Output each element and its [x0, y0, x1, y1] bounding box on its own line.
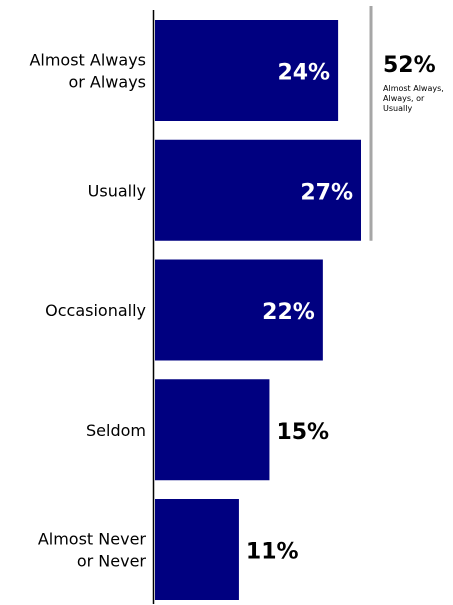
category-label: or Never — [77, 552, 147, 571]
category-label: Almost Never — [38, 530, 147, 549]
bar — [155, 379, 270, 481]
category-label: Seldom — [86, 421, 146, 440]
category-label: Occasionally — [45, 301, 146, 320]
category-label: Almost Always — [29, 51, 146, 70]
bar — [155, 20, 339, 121]
bar-value-label: 15% — [276, 420, 329, 445]
labels-layer: 24% Almost Always or Always 27% Usually 22% Oc… — [29, 51, 353, 571]
bars-layer — [155, 20, 361, 600]
bar-value-label: 24% — [277, 61, 330, 86]
bar — [155, 499, 239, 600]
bracket-value-label: 52% — [383, 53, 436, 78]
bar — [155, 259, 323, 361]
bar-value-label: 11% — [246, 540, 299, 565]
category-label: or Always — [68, 73, 146, 92]
bar-value-label: 27% — [300, 180, 353, 205]
bar-value-label: 22% — [262, 300, 315, 325]
bracket-caption: Always, or — [383, 94, 425, 103]
bracket-caption: Almost Always, — [383, 84, 444, 93]
category-label: Usually — [88, 181, 146, 200]
bar — [155, 139, 361, 241]
bracket-caption: Usually — [383, 104, 412, 113]
